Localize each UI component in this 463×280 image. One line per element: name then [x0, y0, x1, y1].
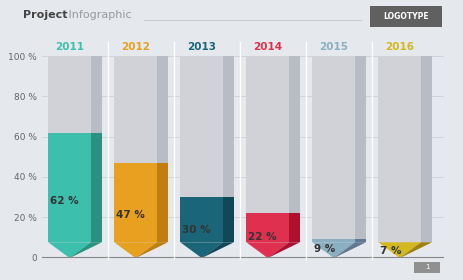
- Polygon shape: [223, 197, 234, 242]
- Text: 62 %: 62 %: [50, 196, 78, 206]
- Polygon shape: [114, 163, 157, 242]
- Polygon shape: [48, 56, 91, 242]
- Polygon shape: [289, 56, 300, 242]
- Polygon shape: [48, 242, 91, 258]
- Polygon shape: [246, 213, 289, 242]
- Text: 2015: 2015: [319, 42, 348, 52]
- Text: 47 %: 47 %: [116, 210, 144, 220]
- Polygon shape: [378, 56, 421, 242]
- Polygon shape: [91, 133, 102, 242]
- Polygon shape: [378, 242, 421, 258]
- Text: 22 %: 22 %: [248, 232, 276, 242]
- Polygon shape: [334, 242, 366, 258]
- Polygon shape: [136, 242, 168, 258]
- Polygon shape: [313, 242, 355, 258]
- Polygon shape: [48, 133, 91, 242]
- Text: 2011: 2011: [55, 42, 84, 52]
- Polygon shape: [246, 56, 289, 242]
- Text: 9 %: 9 %: [314, 244, 335, 254]
- Polygon shape: [313, 239, 355, 242]
- Text: 7 %: 7 %: [380, 246, 401, 256]
- Polygon shape: [400, 242, 432, 258]
- Polygon shape: [223, 56, 234, 242]
- Text: 2016: 2016: [385, 42, 414, 52]
- Text: 2012: 2012: [121, 42, 150, 52]
- Polygon shape: [157, 163, 168, 242]
- Polygon shape: [181, 197, 223, 242]
- Polygon shape: [48, 242, 91, 258]
- Polygon shape: [334, 242, 366, 258]
- Polygon shape: [421, 56, 432, 242]
- Polygon shape: [69, 242, 102, 258]
- Polygon shape: [246, 242, 289, 258]
- Polygon shape: [114, 242, 157, 258]
- Text: 1: 1: [425, 264, 429, 270]
- Polygon shape: [91, 56, 102, 242]
- Polygon shape: [355, 239, 366, 242]
- Polygon shape: [268, 242, 300, 258]
- Polygon shape: [114, 56, 157, 242]
- Polygon shape: [114, 242, 157, 258]
- Polygon shape: [289, 213, 300, 242]
- Polygon shape: [136, 242, 168, 258]
- Text: 30 %: 30 %: [181, 225, 210, 235]
- Polygon shape: [268, 242, 300, 258]
- Polygon shape: [246, 242, 289, 258]
- Polygon shape: [313, 56, 355, 242]
- Polygon shape: [181, 56, 223, 242]
- Polygon shape: [202, 242, 234, 258]
- Text: LOGOTYPE: LOGOTYPE: [383, 12, 429, 21]
- Text: 2014: 2014: [253, 42, 282, 52]
- Polygon shape: [69, 242, 102, 258]
- Polygon shape: [157, 56, 168, 242]
- Polygon shape: [378, 242, 421, 258]
- Polygon shape: [400, 242, 432, 258]
- Polygon shape: [181, 242, 223, 258]
- Text: Infographic: Infographic: [65, 10, 131, 20]
- Text: Project: Project: [23, 10, 68, 20]
- Polygon shape: [355, 56, 366, 242]
- Text: 2013: 2013: [187, 42, 216, 52]
- Polygon shape: [181, 242, 223, 258]
- Polygon shape: [313, 242, 355, 258]
- Polygon shape: [202, 242, 234, 258]
